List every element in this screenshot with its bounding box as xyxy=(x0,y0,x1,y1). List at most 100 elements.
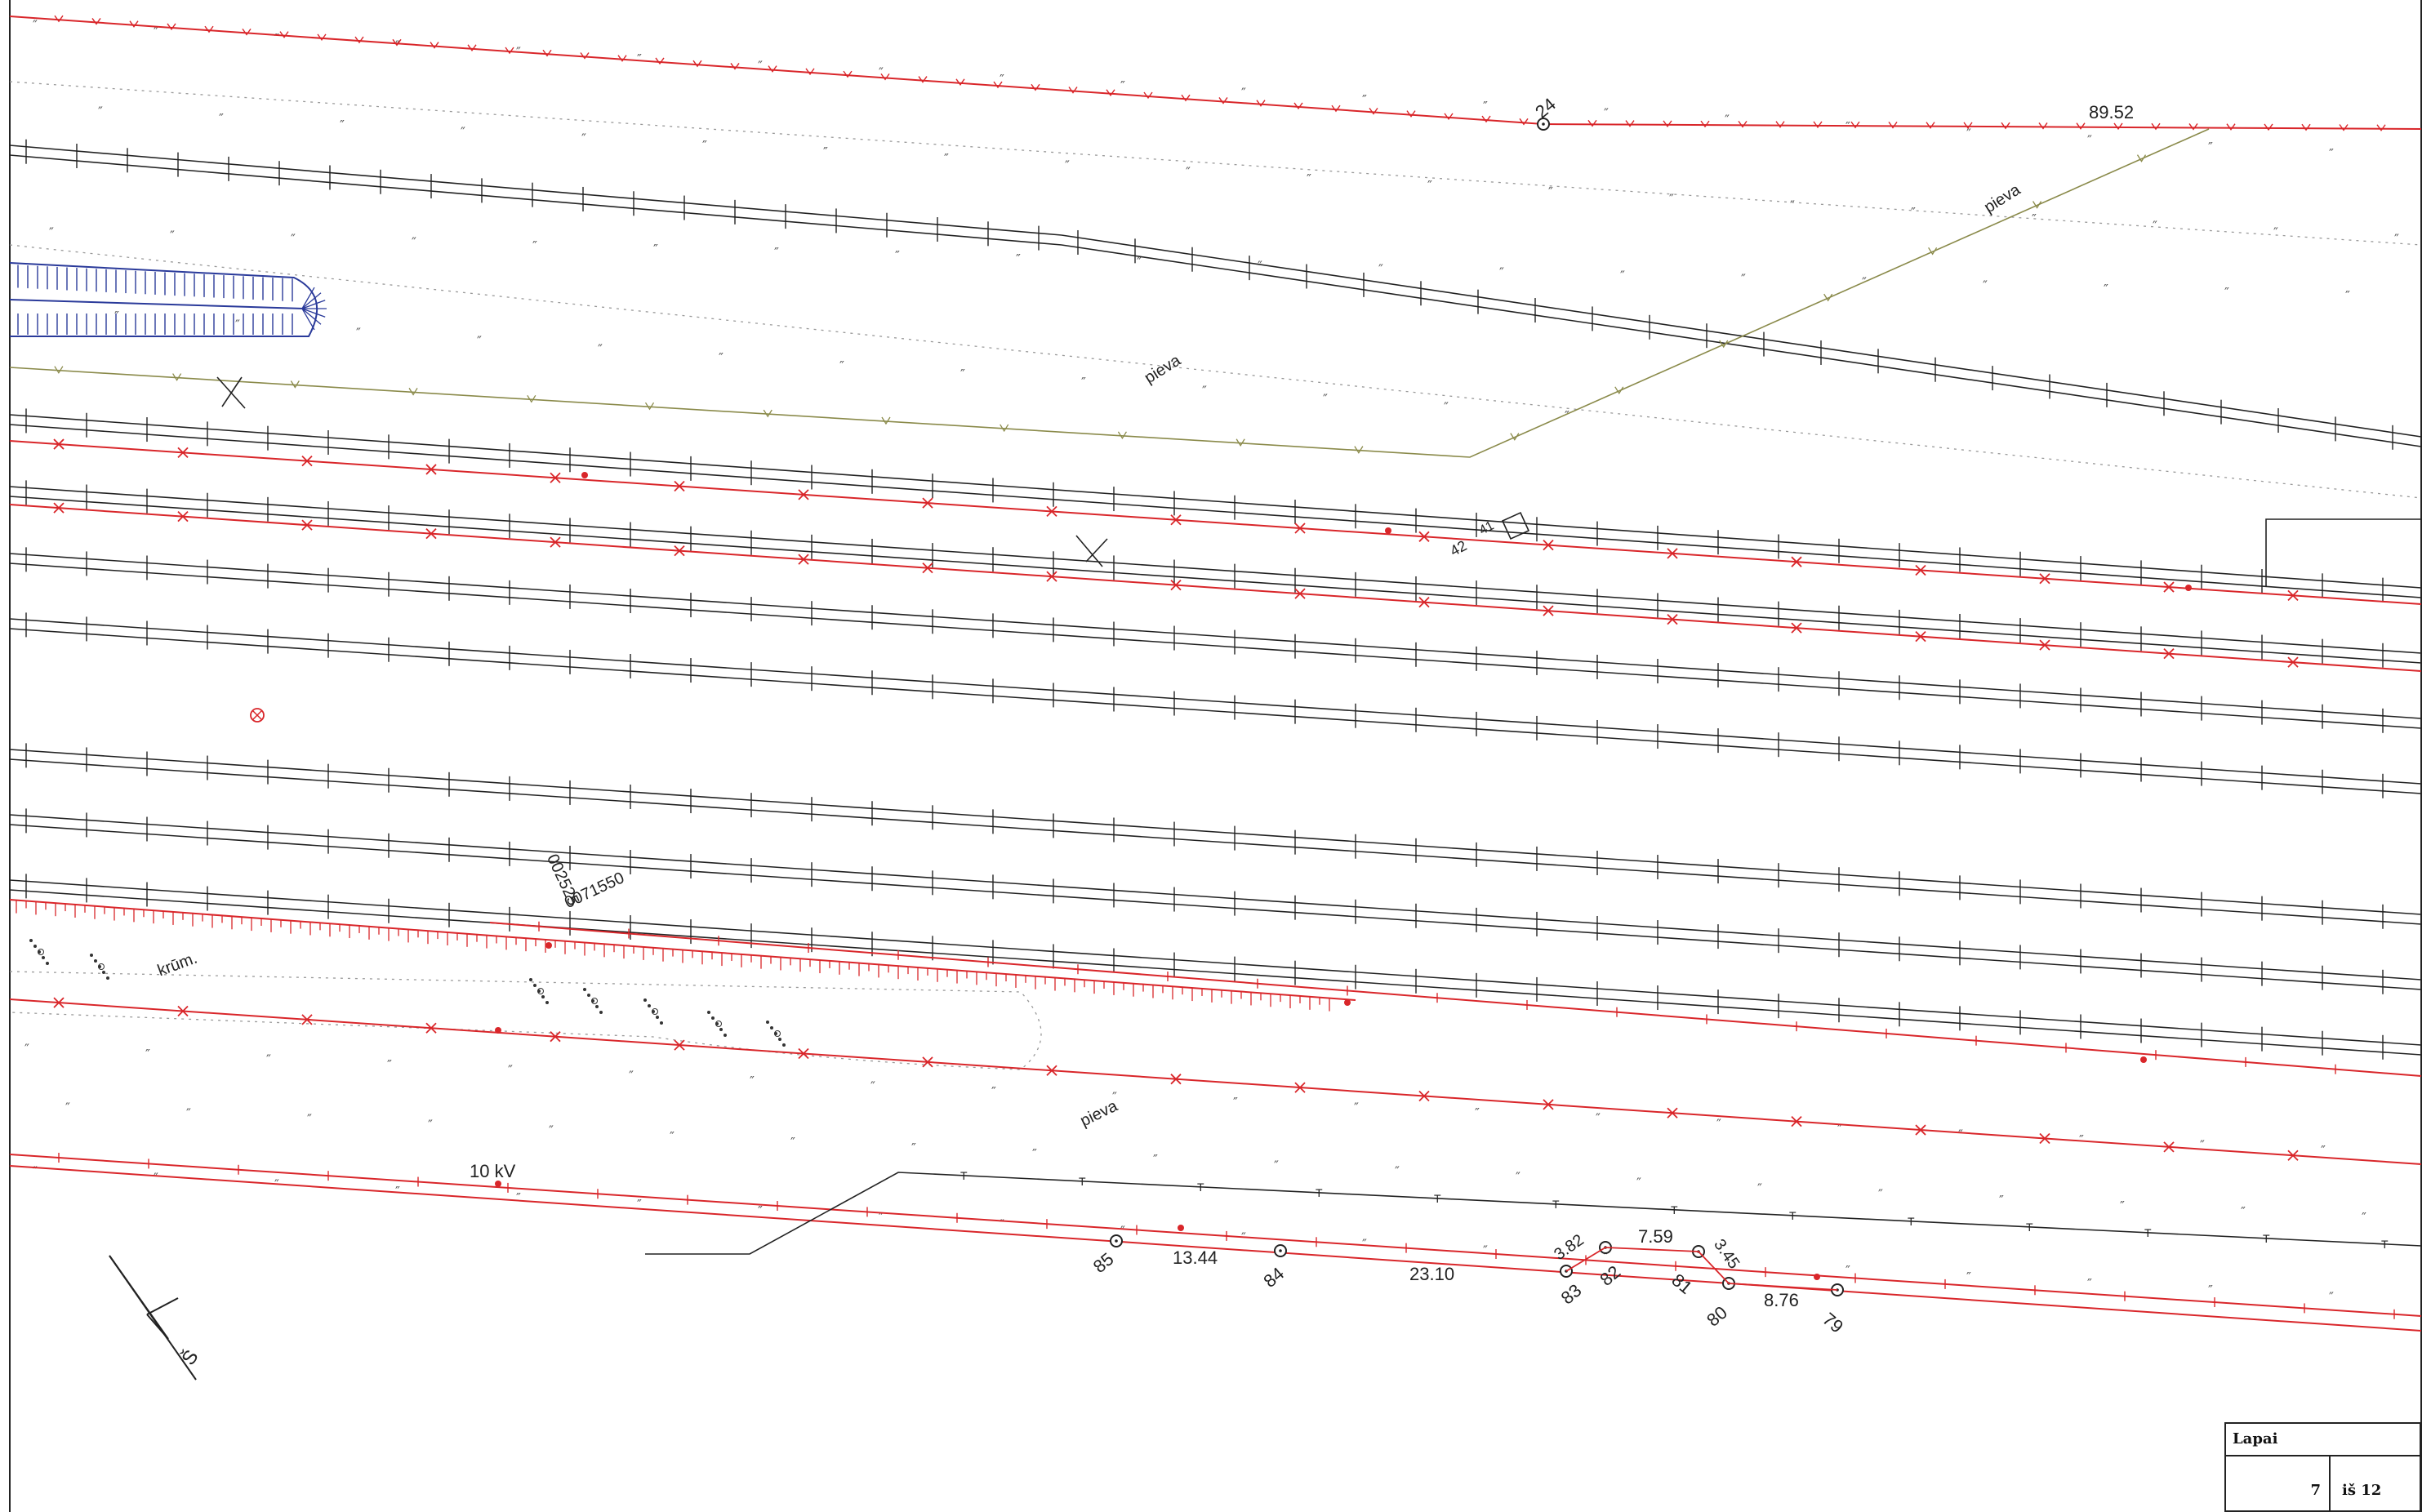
fence-mark xyxy=(53,997,65,1008)
fence-mark xyxy=(2301,123,2311,131)
grass-mark: ″ xyxy=(266,1052,271,1067)
fence-mark xyxy=(505,47,514,55)
grass-mark: ″ xyxy=(33,1163,38,1179)
grass-mark: ″ xyxy=(461,124,465,140)
fence-mark xyxy=(1181,94,1191,102)
fence-line xyxy=(489,922,2422,1077)
fence-mark xyxy=(2226,123,2236,131)
title-block-total-cell: iš 12 xyxy=(2331,1456,2420,1512)
fence-mark xyxy=(1791,1116,1802,1127)
survey-point-center xyxy=(1115,1239,1118,1243)
rail-line xyxy=(9,424,2422,598)
grass-mark: ″ xyxy=(1475,1105,1480,1121)
fence-mark xyxy=(918,76,928,83)
fence-mark xyxy=(550,1031,561,1043)
grass-mark: ″ xyxy=(1516,1169,1520,1185)
rail-line xyxy=(9,749,2422,915)
railway-tracks xyxy=(9,139,2422,1060)
comm-mark: T xyxy=(1079,1175,1086,1188)
fence-mark xyxy=(1256,100,1266,107)
fence-mark xyxy=(425,1022,437,1034)
bush-dot xyxy=(545,1001,549,1004)
label-point-85: 85 xyxy=(1089,1248,1118,1277)
power-line-10kv-2 xyxy=(9,1165,2422,1332)
bush-ring xyxy=(774,1030,781,1037)
track-3 xyxy=(9,547,2422,733)
rail-line xyxy=(9,879,2422,1046)
grass-mark: ″ xyxy=(758,58,763,73)
vegetation-mark xyxy=(54,366,64,374)
platform-hatch xyxy=(301,300,326,309)
fence-b xyxy=(9,502,2422,672)
rail-line xyxy=(9,814,2422,981)
fence-point xyxy=(495,1181,501,1187)
platform-hatch xyxy=(301,287,315,309)
label-pieva-2: pieva xyxy=(1981,180,2024,216)
label-dist-876: 8.76 xyxy=(1764,1290,1799,1310)
fence-mark xyxy=(1170,1074,1182,1085)
grass-mark: ″ xyxy=(879,64,884,80)
grass-mark: ″ xyxy=(1837,1121,1842,1136)
fence-mark xyxy=(1625,120,1635,127)
grass-mark: ″ xyxy=(1958,1127,1963,1142)
fence-mark xyxy=(730,63,740,70)
comm-mark: T xyxy=(960,1169,968,1182)
grass-mark: ″ xyxy=(2241,1203,2246,1219)
bush-dot xyxy=(33,945,37,948)
grass-mark: ″ xyxy=(629,1068,634,1083)
grass-mark: ″ xyxy=(1966,1270,1971,1285)
fence-mark xyxy=(655,57,665,65)
grass-mark: ″ xyxy=(1378,261,1383,277)
vegetation-mark xyxy=(1354,446,1364,454)
fence-point xyxy=(2185,585,2192,591)
fence-line xyxy=(9,1154,2422,1317)
fence-mark xyxy=(2163,1141,2175,1153)
fence-point xyxy=(1385,527,1391,534)
grass-mark: ″ xyxy=(291,231,296,247)
grass-mark: ″ xyxy=(1274,1158,1279,1173)
platform-hatch xyxy=(301,308,322,325)
fence-mark xyxy=(922,1056,933,1068)
grass-mark: ″ xyxy=(702,137,707,153)
fence-mark xyxy=(1663,120,1672,128)
grass-mark: ″ xyxy=(1395,1163,1400,1179)
grass-mark: ″ xyxy=(911,1141,916,1156)
fence-mark xyxy=(1046,1065,1057,1076)
fence-mark xyxy=(692,60,702,68)
rail-line xyxy=(9,486,2422,654)
vegetation-mark xyxy=(1510,433,1520,441)
fence-mark xyxy=(1294,523,1306,534)
rail-line xyxy=(9,563,2422,729)
vegetation-line xyxy=(9,128,2210,458)
fence-mark xyxy=(2038,122,2048,130)
bush-dot xyxy=(707,1011,710,1014)
label-dist-2310: 23.10 xyxy=(1409,1264,1454,1284)
fence-mark xyxy=(550,472,561,483)
grass-mark: ″ xyxy=(1565,407,1569,423)
grass-mark: ″ xyxy=(1966,126,1971,141)
fence-mark xyxy=(768,65,777,73)
fence-point xyxy=(545,942,552,949)
comm-mark: T xyxy=(1671,1203,1678,1216)
fence-point xyxy=(1814,1274,1820,1280)
rail-line xyxy=(9,889,2422,1056)
grass-mark: ″ xyxy=(1596,1110,1601,1126)
fence-mark xyxy=(2339,124,2349,131)
fence-top-east xyxy=(1543,119,2422,131)
fence-mark xyxy=(1418,597,1430,608)
fence-mark xyxy=(1418,531,1430,542)
bush-dot xyxy=(529,978,532,981)
fence-mark xyxy=(1444,113,1454,121)
grass-mark: ″ xyxy=(428,1117,433,1132)
grass-mark: ″ xyxy=(774,244,779,260)
fence-mark xyxy=(242,28,252,36)
fence-point xyxy=(1344,999,1351,1006)
fence-mark xyxy=(843,70,853,78)
grass-mark: ″ xyxy=(170,228,175,243)
grass-mark: ″ xyxy=(1716,1116,1721,1132)
fence-mark xyxy=(674,1039,685,1051)
vegetation-mark xyxy=(172,373,182,381)
track-upper-curve-east xyxy=(1061,229,2422,450)
crossing-icon xyxy=(216,376,246,409)
grass-mark: ″ xyxy=(1983,278,1988,293)
